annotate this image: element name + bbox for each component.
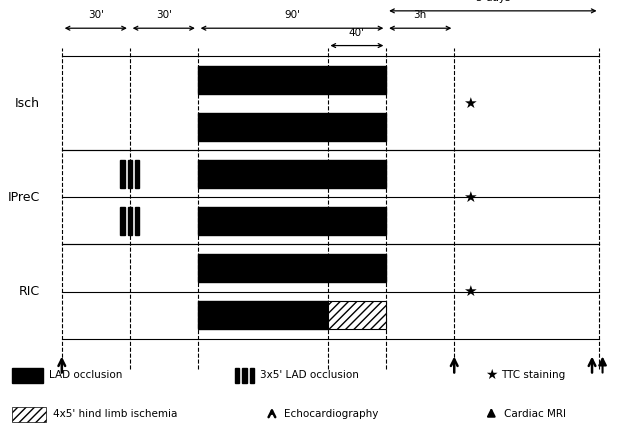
Bar: [198, 66, 386, 94]
Text: ★: ★: [463, 190, 476, 205]
Bar: [198, 254, 386, 282]
Text: ★: ★: [463, 96, 476, 111]
Text: 3 days: 3 days: [476, 0, 510, 3]
Bar: [135, 160, 139, 188]
Text: Echocardiography: Echocardiography: [284, 409, 379, 420]
Text: Cardiac MRI: Cardiac MRI: [504, 409, 565, 420]
Bar: [198, 160, 386, 188]
Bar: [128, 160, 132, 188]
Bar: [242, 368, 247, 383]
Text: 4x5' hind limb ischemia: 4x5' hind limb ischemia: [53, 409, 177, 420]
Text: 40': 40': [349, 28, 365, 38]
Bar: [135, 207, 139, 235]
Bar: [121, 160, 125, 188]
Bar: [235, 368, 239, 383]
Text: RIC: RIC: [19, 285, 40, 298]
Text: TTC staining: TTC staining: [501, 370, 565, 381]
Text: 30': 30': [88, 10, 104, 20]
Text: Isch: Isch: [15, 97, 40, 110]
Bar: [121, 207, 125, 235]
Bar: [12, 368, 43, 383]
Text: 3h: 3h: [413, 10, 427, 20]
Bar: [198, 113, 386, 141]
Text: ★: ★: [485, 368, 497, 382]
Bar: [128, 207, 132, 235]
Text: 30': 30': [156, 10, 172, 20]
Bar: [198, 207, 386, 235]
Text: IPreC: IPreC: [8, 191, 40, 204]
Text: 90': 90': [284, 10, 300, 20]
Text: ★: ★: [463, 284, 476, 299]
Bar: [250, 368, 254, 383]
Text: LAD occlusion: LAD occlusion: [49, 370, 123, 381]
Bar: [328, 301, 386, 329]
Bar: [12, 407, 46, 422]
Text: 3x5' LAD occlusion: 3x5' LAD occlusion: [260, 370, 359, 381]
Bar: [198, 301, 328, 329]
